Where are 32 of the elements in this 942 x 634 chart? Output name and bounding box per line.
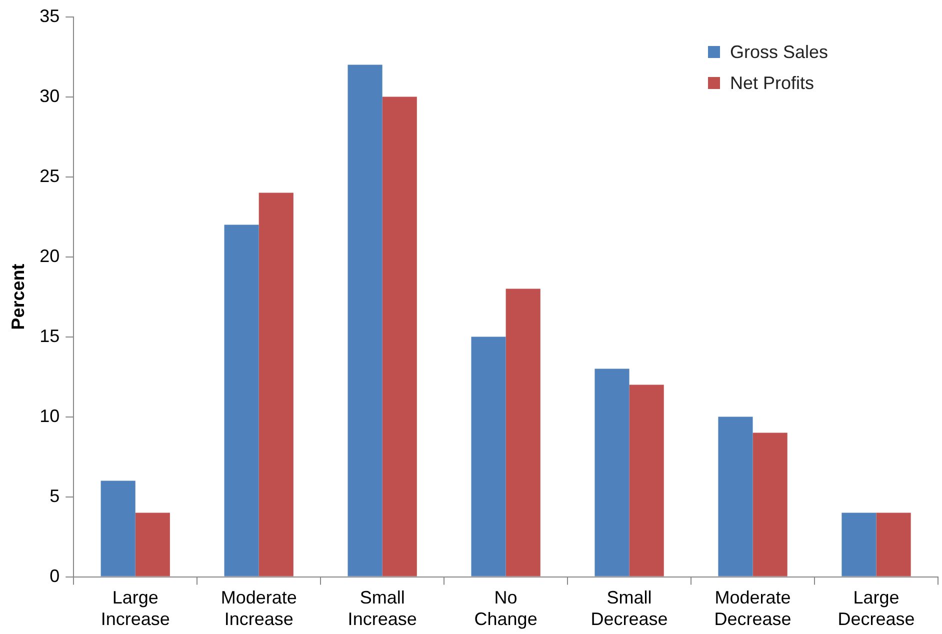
bar: [224, 224, 259, 576]
y-tick-label: 25: [40, 166, 60, 186]
bar: [258, 192, 294, 576]
y-tick-label: 15: [40, 326, 60, 346]
bar: [471, 336, 506, 576]
x-tick-label: Large Decrease: [838, 588, 915, 630]
y-tick-label: 35: [40, 6, 60, 26]
x-tick-label: Moderate Decrease: [714, 588, 792, 630]
y-tick-label: 5: [50, 486, 60, 506]
x-tick-label: Large Increase: [100, 588, 170, 630]
x-tick-label: Moderate Increase: [220, 588, 297, 630]
y-tick-label: 0: [50, 566, 60, 586]
bar: [100, 480, 136, 576]
bar: [629, 384, 664, 576]
bar: [752, 432, 788, 576]
x-tick-label: Small Decrease: [590, 588, 668, 630]
x-tick-label: Small Increase: [348, 588, 417, 630]
legend-label: Net Profits: [730, 72, 814, 94]
x-tick-label: No Change: [474, 588, 538, 630]
legend-label: Gross Sales: [730, 42, 828, 63]
bar: [506, 288, 540, 576]
bar: [348, 64, 382, 576]
bar: [876, 512, 911, 576]
bar: [594, 368, 630, 576]
bar: [382, 96, 417, 576]
bar: [842, 512, 876, 576]
y-axis-title: Percent: [8, 264, 28, 330]
y-tick-label: 20: [40, 246, 60, 266]
y-tick-label: 30: [40, 86, 60, 106]
bar: [718, 416, 753, 576]
y-tick-label: 10: [40, 406, 60, 426]
bar: [135, 512, 170, 576]
